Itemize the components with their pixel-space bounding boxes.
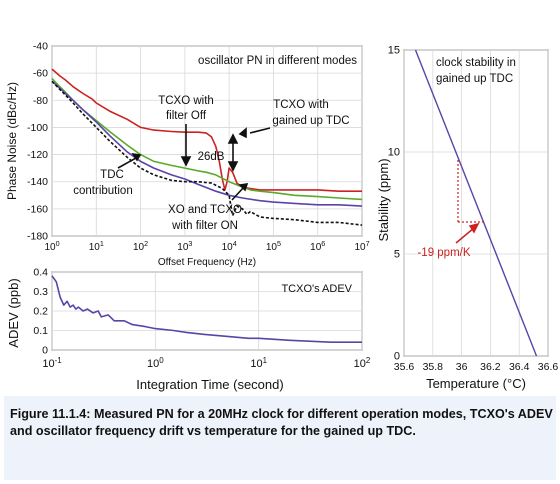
annotation-tdc-line1: TDC <box>100 169 124 181</box>
annotation-filter-on-line2: with filter ON <box>171 220 238 232</box>
y-tick-label: 0.4 <box>33 267 48 279</box>
adev-y-tick-labels: 0 0.1 0.2 0.3 0.4 <box>33 267 48 357</box>
x-tick-label: 102 <box>354 356 371 370</box>
stab-y-label: Stability (ppm) <box>376 158 391 241</box>
pn-title: oscillator PN in different modes <box>198 55 357 67</box>
stab-y-tick-labels: 0 5 10 15 <box>388 45 400 363</box>
x-tick-label: 105 <box>266 239 281 253</box>
annotation-filter-off-line1: TCXO with <box>158 95 214 107</box>
y-tick-label: -160 <box>27 203 48 215</box>
slope-triangle <box>457 160 485 223</box>
y-tick-label: -140 <box>27 176 48 188</box>
pn-y-tick-labels: -40 -60 -80 -100 -120 -140 -160 -180 <box>27 41 48 243</box>
pn-series <box>51 68 363 226</box>
x-tick-label: 10-1 <box>42 356 62 370</box>
y-tick-label: -180 <box>27 231 48 243</box>
x-tick-label: 101 <box>250 356 267 370</box>
stab-grid <box>403 49 549 357</box>
x-tick-label: 106 <box>310 239 325 253</box>
annotation-arrows <box>117 124 271 201</box>
x-tick-label: 101 <box>89 239 104 253</box>
series-line-0 <box>51 68 362 192</box>
y-tick-label: 0.2 <box>33 306 48 318</box>
adev-chart: 00.10.20.30.4 10-1 100 101 102 TCXO's ADEV … <box>6 267 370 393</box>
adev-grid <box>51 271 363 351</box>
x-tick-label: 36 <box>456 361 468 373</box>
x-tick-label: 104 <box>222 239 237 253</box>
y-tick-label: 10 <box>388 147 400 159</box>
x-tick-label: 36.4 <box>509 361 530 373</box>
series-line-2 <box>51 80 363 207</box>
x-tick-label: 36.6 <box>538 361 559 373</box>
y-tick-label: -60 <box>33 68 48 80</box>
pn-grid <box>51 45 363 237</box>
y-tick-label: 5 <box>394 249 400 261</box>
caption-background <box>4 396 556 480</box>
y-tick-label: 15 <box>388 45 400 57</box>
stab-x-tick-labels: 35.6 35.8 36 36.2 36.4 36.6 <box>394 361 559 373</box>
y-tick-label: 0.1 <box>33 325 48 337</box>
y-tick-label: -40 <box>33 41 48 53</box>
stab-title-line1: clock stability in <box>436 57 516 69</box>
x-tick-label: 102 <box>133 239 148 253</box>
x-tick-label: 100 <box>44 239 59 253</box>
stab-x-label: Temperature (°C) <box>426 376 526 391</box>
stability-chart: 0 5 10 15 35.6 35.8 36 36.2 36.4 36.6 clock stab… <box>376 45 558 392</box>
annotation-gained-up-line1: TCXO with <box>273 99 329 111</box>
y-tick-label: -100 <box>27 122 48 134</box>
y-tick-label: 0 <box>42 345 48 357</box>
figure-caption: Figure 11.1.4: Measured PN for a 20MHz c… <box>10 407 553 438</box>
slope-label: -19 ppm/K <box>417 247 470 259</box>
x-tick-label: 36.2 <box>480 361 501 373</box>
stab-title-line2: gained up TDC <box>436 73 513 85</box>
annotation-filter-on-line1: XO and TCXO <box>168 204 242 216</box>
series-line-0 <box>51 275 362 343</box>
x-tick-label: 35.6 <box>394 361 415 373</box>
adev-x-tick-labels: 10-1 100 101 102 <box>42 356 370 370</box>
pn-y-label: Phase Noise (dBc/Hz) <box>5 82 19 200</box>
stab-series <box>414 49 538 357</box>
pn-chart: -40-60-80-100-120-140-160-180 100 101 102 1… <box>5 41 370 269</box>
y-tick-label: 0.3 <box>33 286 48 298</box>
y-tick-label: -120 <box>27 149 48 161</box>
slope-arrow <box>455 222 480 244</box>
adev-y-label: ADEV (ppb) <box>6 278 21 347</box>
x-tick-label: 100 <box>147 356 164 370</box>
annotation-26db: 26dB <box>198 151 225 163</box>
x-tick-label: 35.8 <box>423 361 444 373</box>
adev-series <box>51 275 362 343</box>
x-tick-label: 103 <box>177 239 192 253</box>
pn-x-tick-labels: 100 101 102 103 104 105 106 107 <box>44 239 369 253</box>
pn-x-label: Offset Frequency (Hz) <box>158 257 256 268</box>
x-tick-label: 107 <box>354 239 369 253</box>
adev-title: TCXO's ADEV <box>281 283 352 295</box>
annotation-gained-up-line2: gained up TDC <box>272 115 349 127</box>
annotation-tdc-line2: contribution <box>73 185 132 197</box>
y-tick-label: -80 <box>33 95 48 107</box>
adev-x-label: Integration Time (second) <box>136 377 283 392</box>
y-tick-label: 0 <box>394 351 400 363</box>
series-line-3 <box>51 80 363 226</box>
series-line-0 <box>414 49 538 357</box>
annotation-filter-off-line2: filter Off <box>166 110 207 122</box>
